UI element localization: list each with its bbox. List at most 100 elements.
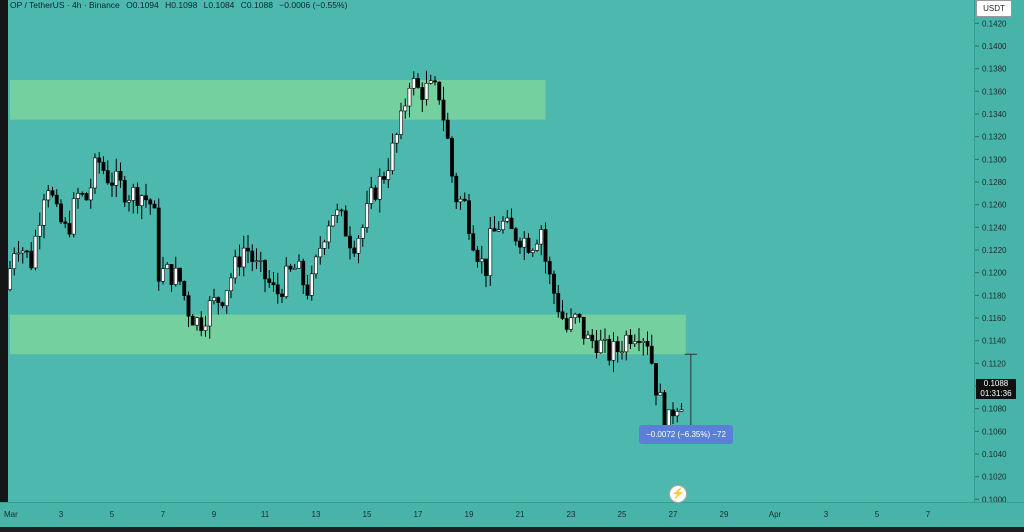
- candle[interactable]: [496, 221, 501, 233]
- candle[interactable]: [59, 199, 63, 224]
- candle[interactable]: [513, 227, 518, 246]
- candle[interactable]: [186, 291, 191, 327]
- candle[interactable]: [37, 212, 42, 250]
- candle[interactable]: [645, 331, 650, 355]
- candle[interactable]: [161, 256, 165, 285]
- candle[interactable]: [122, 175, 127, 208]
- candle[interactable]: [241, 235, 246, 277]
- candle[interactable]: [97, 151, 102, 174]
- candle[interactable]: [615, 336, 620, 363]
- candle[interactable]: [428, 74, 433, 85]
- candle[interactable]: [173, 256, 178, 287]
- candle[interactable]: [586, 330, 590, 339]
- candle[interactable]: [20, 247, 25, 264]
- candle[interactable]: [331, 215, 335, 227]
- candle[interactable]: [394, 132, 399, 153]
- candle[interactable]: [301, 258, 306, 294]
- candle[interactable]: [518, 237, 522, 254]
- candle[interactable]: [416, 73, 420, 89]
- candle[interactable]: [407, 82, 412, 118]
- candle[interactable]: [67, 210, 72, 238]
- candle[interactable]: [441, 86, 446, 132]
- candle[interactable]: [424, 70, 429, 106]
- candle[interactable]: [654, 363, 658, 406]
- candle[interactable]: [445, 112, 450, 140]
- candle[interactable]: [649, 334, 654, 365]
- candle[interactable]: [63, 217, 68, 229]
- candle[interactable]: [386, 158, 391, 188]
- candle[interactable]: [229, 272, 233, 299]
- candle[interactable]: [144, 183, 148, 208]
- candle[interactable]: [390, 133, 395, 175]
- candle[interactable]: [93, 153, 97, 194]
- candle[interactable]: [399, 102, 403, 140]
- candle[interactable]: [356, 235, 361, 264]
- price-axis[interactable]: 0.1420 0.1400 0.1380 0.1360 0.1340 0.1320 0.13…: [974, 0, 1024, 527]
- candle[interactable]: [127, 195, 131, 212]
- candle[interactable]: [403, 98, 408, 119]
- candle[interactable]: [212, 288, 216, 305]
- candle[interactable]: [420, 82, 425, 113]
- candle[interactable]: [16, 240, 21, 262]
- candle[interactable]: [539, 225, 544, 256]
- candle[interactable]: [382, 171, 386, 184]
- candle[interactable]: [246, 234, 250, 264]
- candle[interactable]: [458, 196, 463, 210]
- candle[interactable]: [360, 224, 365, 247]
- candle[interactable]: [237, 244, 242, 277]
- candle[interactable]: [207, 296, 212, 339]
- candle[interactable]: [530, 248, 535, 258]
- candle[interactable]: [632, 334, 637, 348]
- candle[interactable]: [305, 274, 310, 300]
- candle[interactable]: [620, 340, 624, 360]
- symbol-title[interactable]: OP / TetherUS · 4h · Binance: [10, 0, 120, 10]
- candle[interactable]: [88, 178, 93, 209]
- candle[interactable]: [492, 216, 497, 232]
- candle[interactable]: [611, 332, 616, 373]
- candle[interactable]: [314, 254, 318, 279]
- candle[interactable]: [169, 264, 174, 292]
- candle[interactable]: [76, 187, 80, 209]
- candle[interactable]: [326, 220, 331, 249]
- candle[interactable]: [288, 263, 293, 272]
- candle[interactable]: [467, 194, 471, 240]
- candle[interactable]: [433, 76, 437, 86]
- candle[interactable]: [475, 245, 480, 268]
- candle[interactable]: [594, 330, 599, 359]
- candle[interactable]: [284, 257, 289, 299]
- candle[interactable]: [267, 270, 272, 288]
- candle[interactable]: [29, 241, 34, 271]
- candle[interactable]: [365, 190, 369, 233]
- candle[interactable]: [637, 328, 641, 352]
- candle[interactable]: [552, 270, 556, 305]
- currency-button[interactable]: USDT: [976, 0, 1012, 17]
- candle[interactable]: [156, 198, 161, 291]
- candle[interactable]: [373, 185, 378, 202]
- candle[interactable]: [297, 254, 301, 269]
- candle[interactable]: [152, 200, 157, 209]
- candle[interactable]: [573, 312, 578, 324]
- candle[interactable]: [12, 247, 17, 276]
- candle[interactable]: [139, 194, 144, 220]
- candle[interactable]: [590, 329, 595, 349]
- candle[interactable]: [263, 259, 267, 293]
- candle[interactable]: [178, 267, 182, 286]
- candle[interactable]: [224, 290, 229, 314]
- candle[interactable]: [110, 172, 114, 198]
- candle[interactable]: [101, 156, 106, 175]
- candle[interactable]: [280, 288, 284, 303]
- candle[interactable]: [479, 245, 484, 274]
- candle[interactable]: [560, 300, 565, 320]
- candle[interactable]: [547, 256, 552, 285]
- candle[interactable]: [501, 216, 505, 234]
- candle[interactable]: [679, 403, 684, 412]
- candle[interactable]: [190, 313, 195, 326]
- candle[interactable]: [377, 168, 382, 213]
- candle[interactable]: [675, 407, 680, 423]
- candle[interactable]: [543, 222, 548, 274]
- candle[interactable]: [488, 217, 493, 286]
- time-axis[interactable]: Mar 3 5 7 9 11 13 15 17 19 21 23 25 27 29 Apr 3 5 7: [0, 502, 1024, 527]
- candle[interactable]: [505, 209, 510, 224]
- candle[interactable]: [50, 186, 55, 198]
- candle[interactable]: [535, 239, 539, 252]
